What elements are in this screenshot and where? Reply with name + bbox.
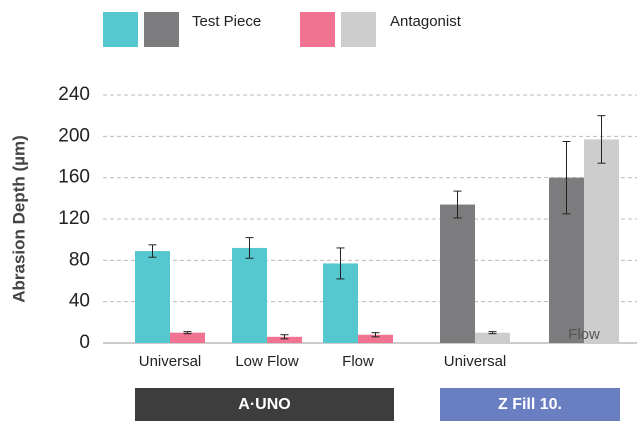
legend-swatch [103, 12, 138, 47]
y-tick-label: 200 [58, 125, 90, 146]
bar [584, 139, 619, 343]
bar [358, 334, 393, 343]
y-tick-label: 80 [69, 249, 90, 270]
y-tick-label: 120 [58, 208, 90, 229]
group-label: A·UNO [238, 396, 290, 413]
y-tick-label: 240 [58, 84, 90, 105]
x-tick-label: Low Flow [235, 353, 299, 370]
bar [135, 251, 170, 343]
x-tick-label: Universal [444, 353, 507, 370]
bar [440, 204, 475, 343]
group-box [135, 388, 394, 421]
x-tick-label: Flow [342, 353, 374, 370]
bar [267, 336, 302, 343]
y-tick-label: 160 [58, 167, 90, 188]
legend-swatch [300, 12, 335, 47]
legend-swatch [144, 12, 179, 47]
y-tick-label: 0 [79, 332, 90, 353]
bar [232, 247, 267, 343]
group-box [440, 388, 620, 421]
legend-label: Antagonist [390, 13, 462, 30]
legend-label: Test Piece [192, 13, 261, 30]
bar [170, 332, 205, 343]
x-tick-label: Flow [568, 326, 600, 343]
y-axis-label: Abrasion Depth (µm) [9, 135, 28, 303]
x-tick-label: Universal [139, 353, 202, 370]
y-tick-label: 40 [69, 291, 90, 312]
legend-swatch [341, 12, 376, 47]
bar [475, 332, 510, 343]
group-label: Z Fill 10. [498, 396, 562, 413]
